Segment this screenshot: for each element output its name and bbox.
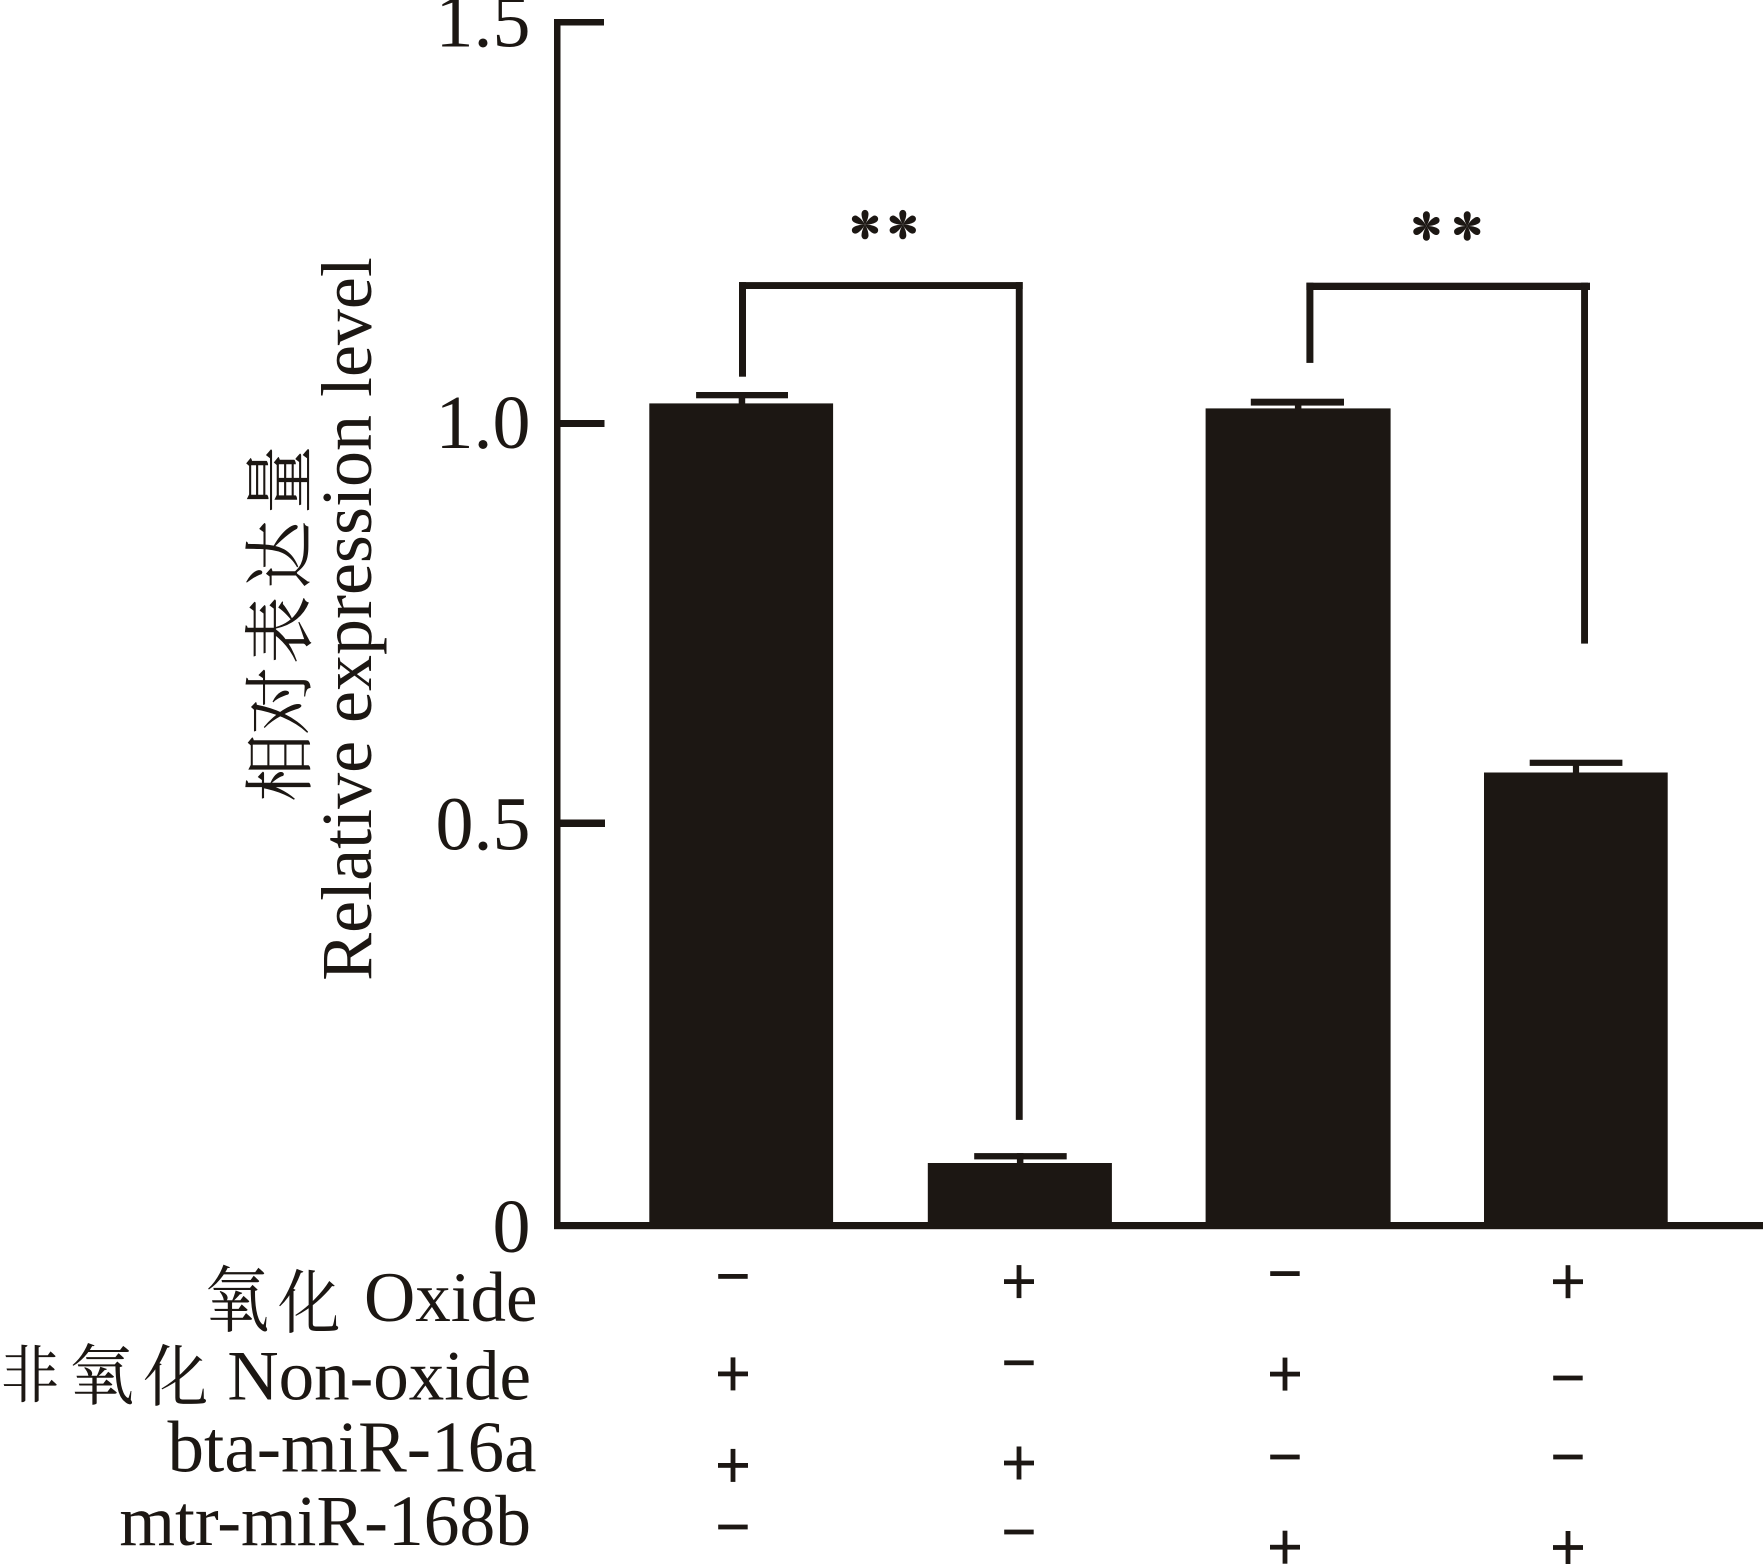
svg-text:1.5: 1.5	[436, 0, 531, 64]
svg-text:bta-miR-16a: bta-miR-16a	[168, 1407, 537, 1488]
svg-text:0.5: 0.5	[436, 783, 531, 867]
svg-text:mtr-miR-168b: mtr-miR-168b	[119, 1482, 531, 1561]
svg-text:0: 0	[493, 1185, 531, 1269]
svg-text:Oxide: Oxide	[364, 1259, 538, 1337]
svg-text:1.0: 1.0	[436, 381, 531, 465]
svg-text:Non-oxide: Non-oxide	[227, 1338, 531, 1416]
svg-text:Relative expression level: Relative expression level	[307, 257, 387, 981]
